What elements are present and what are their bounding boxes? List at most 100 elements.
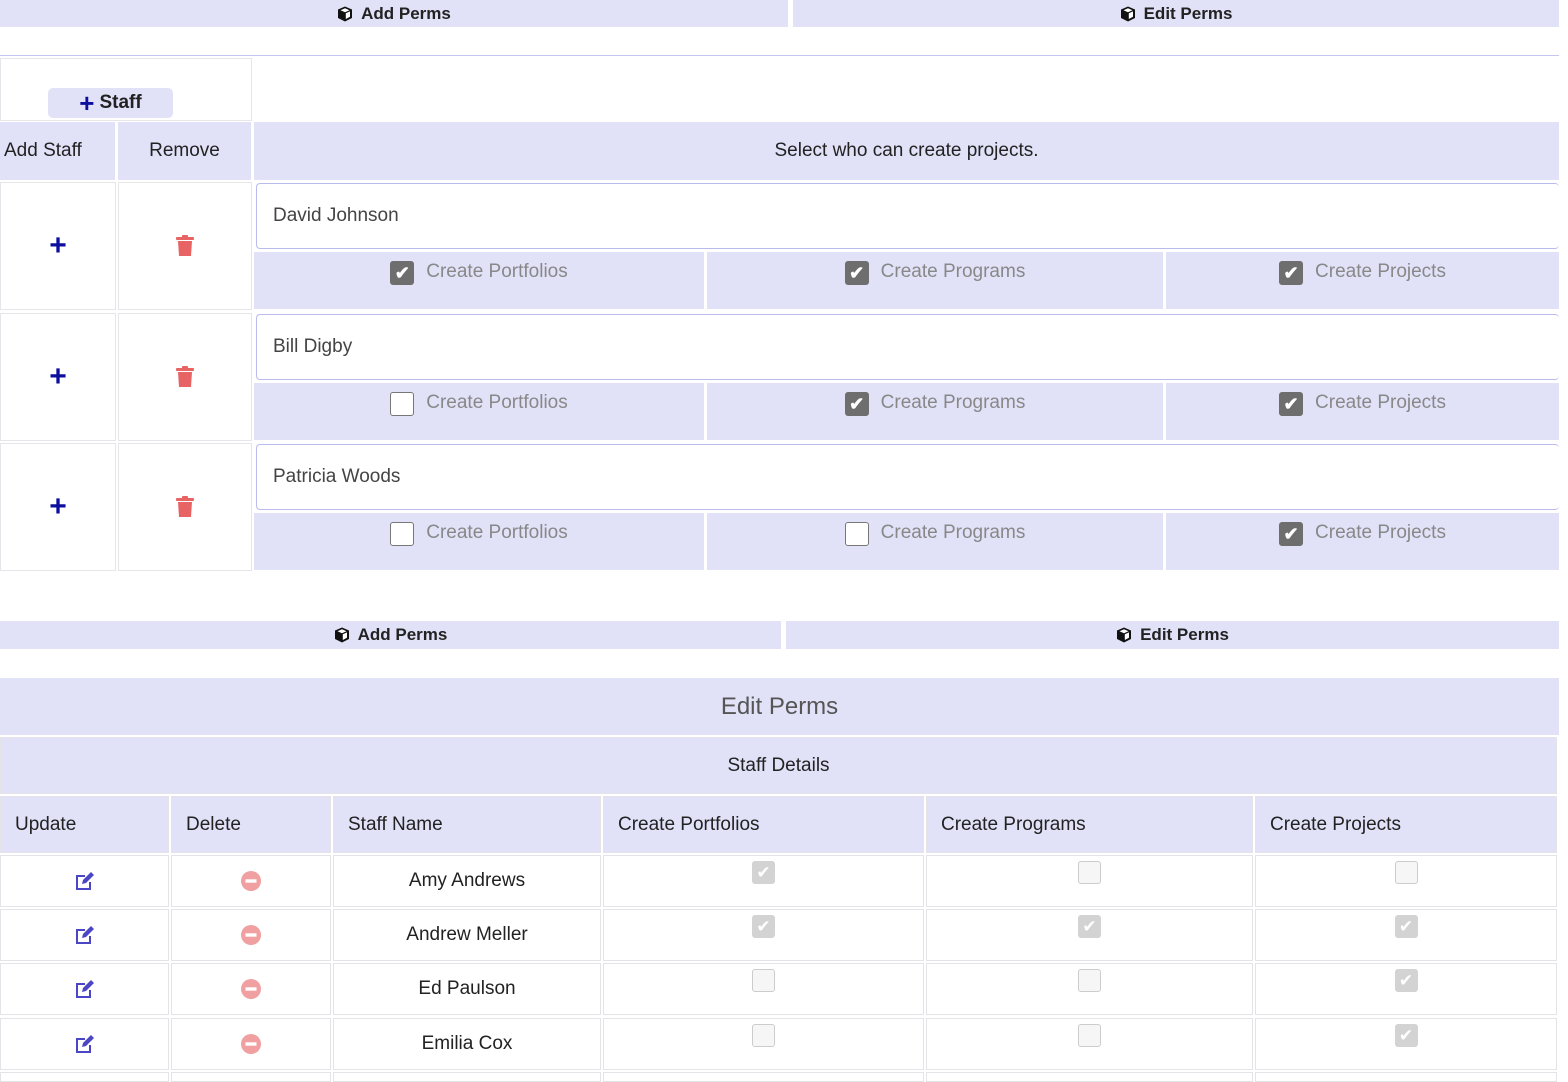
create-programs-checkbox[interactable]: [844, 522, 869, 546]
minus-circle-icon[interactable]: [241, 979, 261, 999]
add-perms-label: Add Perms: [361, 3, 451, 23]
edit-icon[interactable]: [74, 979, 96, 999]
create-programs-label: Create Programs: [880, 261, 1026, 282]
create-projects-checkbox-cell[interactable]: ✔ Create Projects: [1166, 252, 1559, 309]
cube-icon: [1120, 6, 1136, 22]
create-projects-checkbox[interactable]: ✔: [1394, 915, 1418, 938]
trash-icon: [176, 235, 194, 256]
add-staff-container: [0, 58, 252, 121]
table-row-update-cell: [0, 1018, 169, 1070]
create-programs-checkbox[interactable]: [1078, 861, 1101, 884]
create-portfolios-checkbox[interactable]: ✔: [752, 915, 775, 938]
minus-circle-icon[interactable]: [241, 871, 261, 891]
create-projects-checkbox[interactable]: ✔: [1394, 1024, 1418, 1047]
table-row: [333, 1072, 601, 1082]
add-perms-button[interactable]: Add Perms: [0, 0, 788, 27]
create-programs-checkbox[interactable]: [1078, 1024, 1101, 1047]
add-perms-button[interactable]: Add Perms: [0, 621, 781, 649]
table-row-create-projects-cell: ✔: [1255, 963, 1557, 1015]
column-header-create-projects: Create Projects: [1255, 796, 1557, 853]
create-programs-checkbox[interactable]: ✔: [844, 392, 869, 416]
edit-icon[interactable]: [74, 925, 96, 945]
create-programs-checkbox[interactable]: ✔: [844, 261, 869, 285]
create-programs-checkbox-cell[interactable]: ✔ Create Programs: [707, 383, 1163, 440]
add-row-button[interactable]: +: [0, 443, 116, 571]
column-header-create-portfolios: Create Portfolios: [603, 796, 924, 853]
remove-row-button[interactable]: [118, 313, 252, 441]
table-row-create-portfolios-cell: [603, 963, 924, 1015]
table-row-create-projects-cell: [1255, 855, 1557, 907]
column-header-create-programs: Create Programs: [926, 796, 1253, 853]
create-projects-checkbox[interactable]: ✔: [1279, 522, 1304, 546]
create-portfolios-checkbox-cell[interactable]: ✔ Create Portfolios: [254, 252, 704, 309]
table-row-staff-name: Emilia Cox: [333, 1018, 601, 1070]
add-staff-button[interactable]: + Staff: [48, 88, 173, 118]
remove-row-button[interactable]: [118, 182, 252, 310]
create-projects-checkbox[interactable]: ✔: [1279, 392, 1304, 416]
create-programs-checkbox[interactable]: ✔: [1078, 915, 1101, 938]
create-projects-checkbox[interactable]: ✔: [1394, 969, 1418, 992]
create-projects-checkbox-cell[interactable]: ✔ Create Projects: [1166, 383, 1559, 440]
create-projects-label: Create Projects: [1315, 522, 1446, 543]
create-programs-checkbox[interactable]: [1078, 969, 1101, 992]
table-row: [171, 1072, 331, 1082]
create-projects-checkbox-cell[interactable]: ✔ Create Projects: [1166, 513, 1559, 570]
table-row-create-programs-cell: [926, 1018, 1253, 1070]
create-portfolios-checkbox[interactable]: [752, 1024, 775, 1047]
header-instruction: Select who can create projects.: [254, 122, 1559, 180]
create-projects-checkbox[interactable]: [1394, 861, 1418, 884]
edit-perms-label: Edit Perms: [1143, 3, 1233, 23]
create-portfolios-label: Create Portfolios: [426, 522, 568, 543]
create-portfolios-checkbox-cell[interactable]: Create Portfolios: [254, 383, 704, 440]
add-row-button[interactable]: +: [0, 313, 116, 441]
create-portfolios-checkbox[interactable]: [752, 969, 775, 992]
table-row-delete-cell: [171, 963, 331, 1015]
staff-name-input[interactable]: Bill Digby: [256, 314, 1559, 380]
minus-circle-icon[interactable]: [241, 925, 261, 945]
column-header-staff-name: Staff Name: [333, 796, 601, 853]
staff-details-caption: Staff Details: [0, 737, 1557, 794]
column-header-delete: Delete: [171, 796, 331, 853]
table-row-create-projects-cell: ✔: [1255, 909, 1557, 961]
add-staff-label: Staff: [99, 92, 142, 113]
column-header-update: Update: [0, 796, 169, 853]
create-portfolios-checkbox[interactable]: ✔: [752, 861, 775, 884]
table-row: [926, 1072, 1253, 1082]
edit-perms-button[interactable]: Edit Perms: [793, 0, 1559, 27]
create-programs-label: Create Programs: [880, 392, 1026, 413]
staff-name-input[interactable]: Patricia Woods: [256, 444, 1559, 510]
table-row-staff-name: Andrew Meller: [333, 909, 601, 961]
table-row-update-cell: [0, 855, 169, 907]
add-row-button[interactable]: +: [0, 182, 116, 310]
create-portfolios-checkbox[interactable]: ✔: [390, 261, 415, 285]
minus-circle-icon[interactable]: [241, 1034, 261, 1054]
create-programs-checkbox-cell[interactable]: Create Programs: [707, 513, 1163, 570]
table-row: [1255, 1072, 1557, 1082]
edit-perms-button[interactable]: Edit Perms: [786, 621, 1559, 649]
create-projects-label: Create Projects: [1315, 261, 1446, 282]
table-row: [603, 1072, 924, 1082]
header-add-staff: Add Staff: [0, 122, 115, 180]
table-row: [0, 1072, 169, 1082]
edit-icon[interactable]: [74, 1034, 96, 1054]
plus-icon: +: [49, 229, 67, 262]
create-portfolios-checkbox-cell[interactable]: Create Portfolios: [254, 513, 704, 570]
table-row-delete-cell: [171, 1018, 331, 1070]
table-row-create-programs-cell: [926, 855, 1253, 907]
staff-name-input[interactable]: David Johnson: [256, 183, 1559, 249]
table-row-delete-cell: [171, 855, 331, 907]
edit-icon[interactable]: [74, 871, 96, 891]
create-projects-checkbox[interactable]: ✔: [1279, 261, 1304, 285]
header-remove: Remove: [118, 122, 251, 180]
create-portfolios-checkbox[interactable]: [390, 392, 415, 416]
table-row-staff-name: Ed Paulson: [333, 963, 601, 1015]
create-projects-label: Create Projects: [1315, 392, 1446, 413]
trash-icon: [176, 496, 194, 517]
plus-icon: +: [79, 88, 95, 118]
table-row-create-programs-cell: [926, 963, 1253, 1015]
create-programs-checkbox-cell[interactable]: ✔ Create Programs: [707, 252, 1163, 309]
remove-row-button[interactable]: [118, 443, 252, 571]
cube-icon: [337, 6, 353, 22]
trash-icon: [176, 366, 194, 387]
create-portfolios-checkbox[interactable]: [390, 522, 415, 546]
